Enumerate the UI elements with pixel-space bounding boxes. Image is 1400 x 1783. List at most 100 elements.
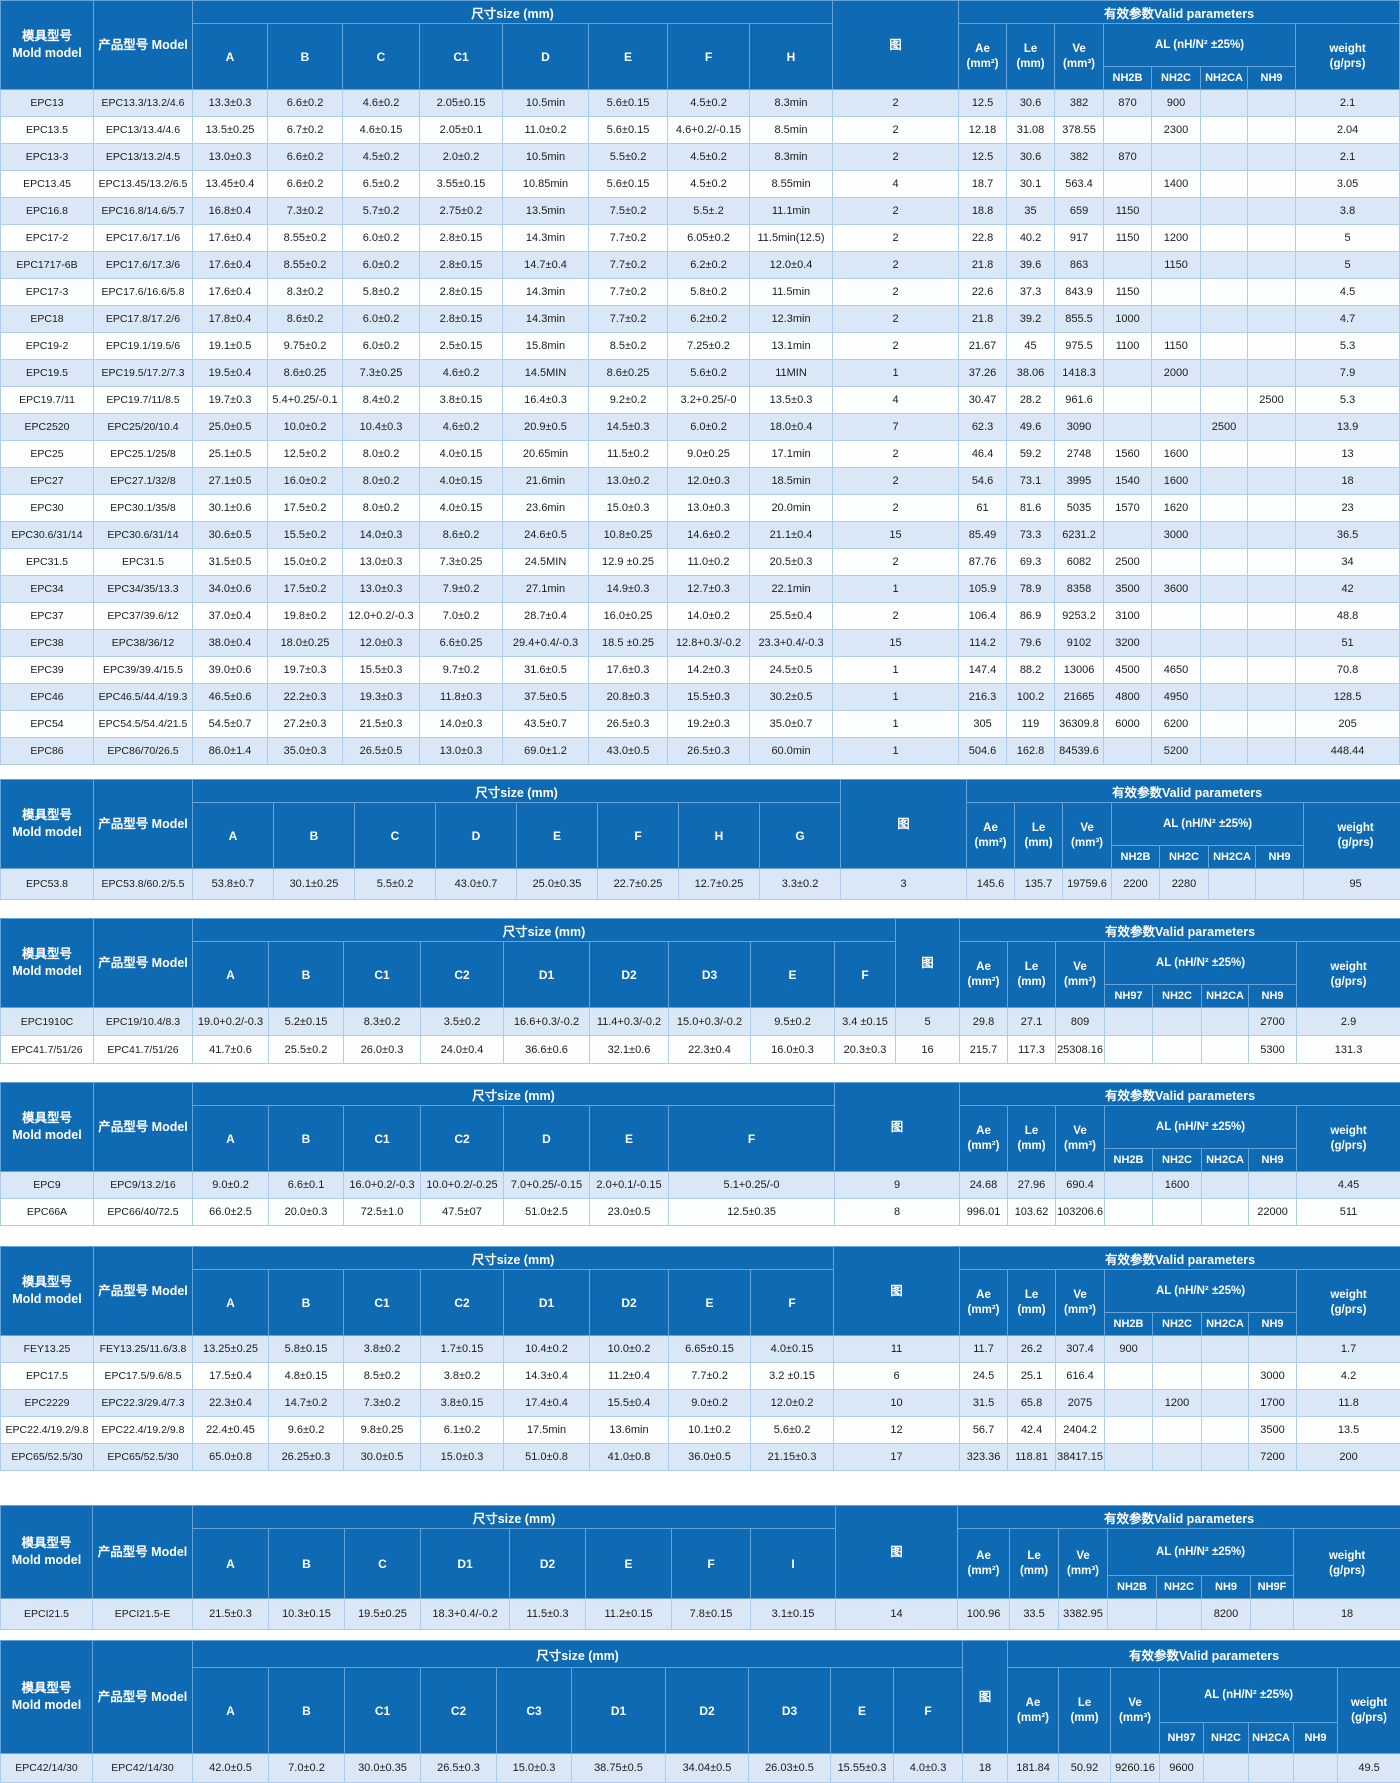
dim-e-cell: 14.5±0.3: [589, 414, 668, 441]
al-nh2ca-cell: [1201, 468, 1248, 495]
dim-header-f: F: [751, 1270, 834, 1336]
weight-cell: 11.8: [1297, 1390, 1400, 1417]
valid-parameters-band-header: 有效参数Valid parameters: [959, 1, 1400, 24]
dim-d1-cell: 18.3+0.4/-0.2: [421, 1599, 510, 1630]
figure-header: 图: [833, 1, 959, 90]
mold-model-cell: EPC2520: [1, 414, 94, 441]
dim-d1-cell: 14.3±0.4: [504, 1363, 590, 1390]
dim-f-cell: 4.5±0.2: [668, 90, 750, 117]
product-model-header: 产品型号 Model: [94, 780, 193, 869]
al-header-nh2ca: NH2CA: [1209, 846, 1256, 869]
dim-b-cell: 22.2±0.3: [268, 684, 343, 711]
dim-e-cell: 20.8±0.3: [589, 684, 668, 711]
weight-cell: 511: [1297, 1199, 1400, 1226]
figure-cell: 2: [833, 468, 959, 495]
dim-d1-cell: 17.4±0.4: [504, 1390, 590, 1417]
weight-cell: 51: [1296, 630, 1400, 657]
al-header-nh9: NH9: [1256, 846, 1304, 869]
mold-model-cell: EPC13-3: [1, 144, 94, 171]
mold-model-cell: EPC19.7/11: [1, 387, 94, 414]
dim-a-cell: 17.5±0.4: [193, 1363, 269, 1390]
dim-a-cell: 13.3±0.3: [193, 90, 268, 117]
dim-a-cell: 54.5±0.7: [193, 711, 268, 738]
figure-header: 图: [834, 1247, 960, 1336]
dim-c1-cell: 4.0±0.15: [420, 468, 503, 495]
dim-f-cell: 4.0±0.3: [894, 1754, 963, 1783]
al-nh2c-cell: [1153, 1336, 1202, 1363]
dim-c2-cell: 3.8±0.2: [421, 1363, 504, 1390]
dim-a-cell: 46.5±0.6: [193, 684, 268, 711]
dim-c1-cell: 26.0±0.3: [344, 1036, 421, 1064]
al-nh2c-cell: 5200: [1152, 738, 1201, 765]
al-nh9-cell: [1248, 360, 1296, 387]
ve-cell: 3090: [1055, 414, 1104, 441]
dim-c1-cell: 3.55±0.15: [420, 171, 503, 198]
dim-d-cell: 43.5±0.7: [503, 711, 589, 738]
dim-e-cell: 17.6±0.3: [589, 657, 668, 684]
le-cell: 39.6: [1007, 252, 1055, 279]
al-nh2c-cell: 6200: [1152, 711, 1201, 738]
dim-a-cell: 19.1±0.5: [193, 333, 268, 360]
dim-c1-cell: 6.6±0.25: [420, 630, 503, 657]
al-nh2ca-cell: [1201, 279, 1248, 306]
dim-c1-cell: 8.5±0.2: [344, 1363, 421, 1390]
dim-header-h: H: [750, 24, 833, 90]
dim-header-d1: D1: [504, 942, 590, 1008]
table-gap: [0, 1064, 1400, 1082]
weight-cell: 5: [1296, 225, 1400, 252]
dim-f-cell: 9.0±0.25: [668, 441, 750, 468]
mold-model-header: 模具型号 Mold model: [1, 1247, 94, 1336]
weight-cell: 128.5: [1296, 684, 1400, 711]
dim-c1-cell: 9.8±0.25: [344, 1417, 421, 1444]
dim-b-cell: 14.7±0.2: [269, 1390, 344, 1417]
dim-c-cell: 8.0±0.2: [343, 495, 420, 522]
mold-model-cell: EPC13: [1, 90, 94, 117]
le-header: Le (mm): [1008, 1106, 1056, 1172]
dim-b-cell: 8.3±0.2: [268, 279, 343, 306]
al-nh2ca-cell: [1201, 225, 1248, 252]
product-model-cell: EPC25.1/25/8: [94, 441, 193, 468]
ve-cell: 961.6: [1055, 387, 1104, 414]
dim-d-cell: 51.0±2.5: [504, 1199, 590, 1226]
weight-cell: 4.45: [1297, 1172, 1400, 1199]
al-nh9-cell: [1248, 252, 1296, 279]
product-model-cell: EPC41.7/51/26: [94, 1036, 193, 1064]
dim-e-cell: 16.0±0.3: [751, 1036, 835, 1064]
al-nh2b-cell: 1150: [1104, 198, 1152, 225]
le-header: Le (mm): [1007, 24, 1055, 90]
al-nh9-cell: 2500: [1248, 387, 1296, 414]
dim-f-cell: 19.2±0.3: [668, 711, 750, 738]
dim-a-cell: 19.0+0.2/-0.3: [193, 1008, 269, 1036]
dim-header-c1: C1: [344, 1106, 421, 1172]
al-header-nh9: NH9: [1249, 985, 1297, 1008]
al-nh2b-cell: 3500: [1104, 576, 1152, 603]
figure-header: 图: [963, 1641, 1008, 1754]
ae-cell: 305: [959, 711, 1007, 738]
dim-d-cell: 10.5min: [503, 90, 589, 117]
al-nh9-cell: [1248, 306, 1296, 333]
dim-h-cell: 35.0±0.7: [750, 711, 833, 738]
al-nh2b-cell: [1105, 1444, 1153, 1471]
ae-cell: 61: [959, 495, 1007, 522]
weight-cell: 7.9: [1296, 360, 1400, 387]
weight-cell: 2.1: [1296, 90, 1400, 117]
table-gap: [0, 900, 1400, 918]
figure-cell: 16: [896, 1036, 960, 1064]
dim-c-cell: 4.6±0.15: [343, 117, 420, 144]
dim-c1-cell: 9.7±0.2: [420, 657, 503, 684]
le-header: Le (mm): [1010, 1529, 1059, 1599]
al-nh2c-cell: [1153, 1444, 1202, 1471]
dim-h-cell: 18.5min: [750, 468, 833, 495]
product-model-cell: EPC19.7/11/8.5: [94, 387, 193, 414]
al-nh2ca-cell: [1201, 171, 1248, 198]
dim-d3-cell: 26.03±0.5: [749, 1754, 831, 1783]
ae-cell: 323.36: [960, 1444, 1008, 1471]
